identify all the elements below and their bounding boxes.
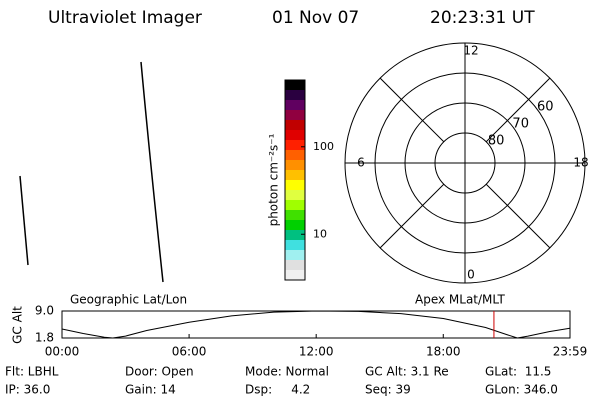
colorbar-segment bbox=[285, 180, 305, 191]
x-tick-label: 06:00 bbox=[172, 345, 207, 359]
colorbar-segment bbox=[285, 130, 305, 141]
x-tick-label: 23:59 bbox=[553, 345, 588, 359]
polar-ring bbox=[404, 102, 526, 224]
colorbar-segment bbox=[285, 240, 305, 251]
status-field: GLon: 346.0 bbox=[485, 383, 558, 397]
polar-spoke bbox=[379, 77, 445, 143]
colorbar-segment bbox=[285, 80, 305, 91]
polar-spoke bbox=[485, 77, 551, 143]
colorbar-segment bbox=[285, 100, 305, 111]
colorbar-segment bbox=[285, 110, 305, 121]
colorbar-frame bbox=[284, 79, 306, 281]
y-tick-label: 9.0 bbox=[35, 304, 54, 318]
status-field: GLat: 11.5 bbox=[485, 365, 551, 379]
mlt-label: 6 bbox=[357, 156, 365, 170]
colorbar-segment bbox=[285, 210, 305, 221]
polar-ring bbox=[434, 132, 496, 194]
y-axis-label: GC Alt bbox=[11, 306, 25, 344]
status-field: GC Alt: 3.1 Re bbox=[365, 365, 449, 379]
ring-label: 60 bbox=[537, 99, 554, 114]
ring-label: 70 bbox=[512, 116, 529, 131]
image-edge bbox=[19, 175, 29, 266]
polar-spoke bbox=[379, 183, 445, 249]
colorbar-label: photon cm⁻²s⁻¹ bbox=[267, 133, 281, 226]
date: 01 Nov 07 bbox=[272, 8, 359, 28]
colorbar-segment bbox=[285, 230, 305, 241]
status-field: Gain: 14 bbox=[125, 383, 176, 397]
colorbar-segment bbox=[285, 190, 305, 201]
colorbar-segment bbox=[285, 150, 305, 161]
status-field: Dsp: 4.2 bbox=[245, 383, 310, 397]
polar-ring bbox=[374, 72, 556, 254]
colorbar-segment bbox=[285, 260, 305, 271]
status-field: Seq: 39 bbox=[365, 383, 411, 397]
annotation: Geographic Lat/Lon bbox=[70, 293, 187, 307]
status-field: IP: 36.0 bbox=[5, 383, 50, 397]
colorbar-segment bbox=[285, 220, 305, 231]
colorbar-segment bbox=[285, 250, 305, 261]
colorbar-tick-label: 100 bbox=[313, 140, 334, 153]
altitude-line bbox=[61, 310, 570, 339]
colorbar-segment bbox=[285, 160, 305, 171]
status-field: Door: Open bbox=[125, 365, 194, 379]
ring-label: 80 bbox=[488, 134, 505, 149]
time: 20:23:31 UT bbox=[430, 8, 535, 28]
colorbar-segment bbox=[285, 270, 305, 281]
x-tick-label: 18:00 bbox=[426, 345, 461, 359]
colorbar-segment bbox=[285, 200, 305, 211]
colorbar-segment bbox=[285, 170, 305, 181]
mlt-label: 0 bbox=[467, 268, 475, 282]
status-field: Flt: LBHL bbox=[5, 365, 59, 379]
colorbar-tick-label: 10 bbox=[313, 227, 327, 240]
x-tick-label: 12:00 bbox=[299, 345, 334, 359]
mlt-label: 12 bbox=[463, 44, 478, 58]
y-tick-label: 1.8 bbox=[35, 331, 54, 345]
colorbar-segment bbox=[285, 140, 305, 151]
mlt-label: 18 bbox=[573, 156, 588, 170]
x-tick-label: 00:00 bbox=[45, 345, 80, 359]
colorbar-segment bbox=[285, 120, 305, 131]
title: Ultraviolet Imager bbox=[48, 8, 202, 28]
colorbar-segment bbox=[285, 90, 305, 101]
status-field: Mode: Normal bbox=[245, 365, 329, 379]
annotation: Apex MLat/MLT bbox=[415, 293, 505, 307]
image-edge bbox=[140, 61, 164, 283]
polar-spoke bbox=[485, 183, 551, 249]
